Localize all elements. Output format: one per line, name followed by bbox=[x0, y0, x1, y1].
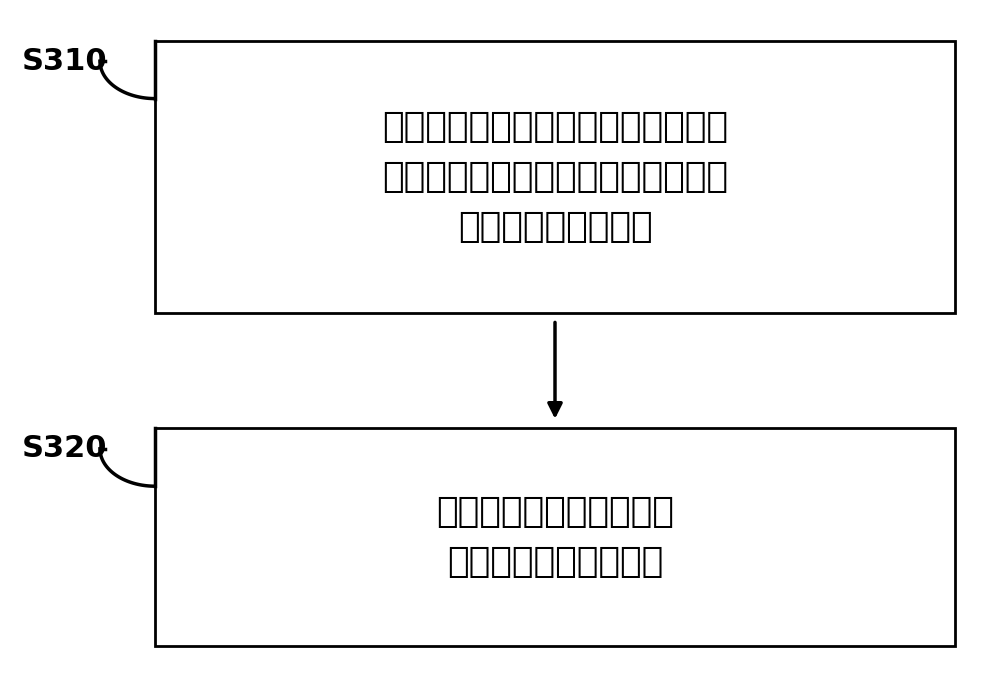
Text: 控制无损检测设备向待检测材料的检
测区域发射微波信号，并且采集检测
区域的反射微波信号: 控制无损检测设备向待检测材料的检 测区域发射微波信号，并且采集检测 区域的反射微… bbox=[382, 109, 728, 244]
Text: S320: S320 bbox=[22, 435, 108, 463]
Bar bbox=[155, 41, 955, 313]
Bar bbox=[155, 428, 955, 646]
Text: S310: S310 bbox=[22, 47, 108, 75]
Text: 通过反射微波信号，识别
待检测区域的缺陷信息: 通过反射微波信号，识别 待检测区域的缺陷信息 bbox=[436, 495, 674, 579]
